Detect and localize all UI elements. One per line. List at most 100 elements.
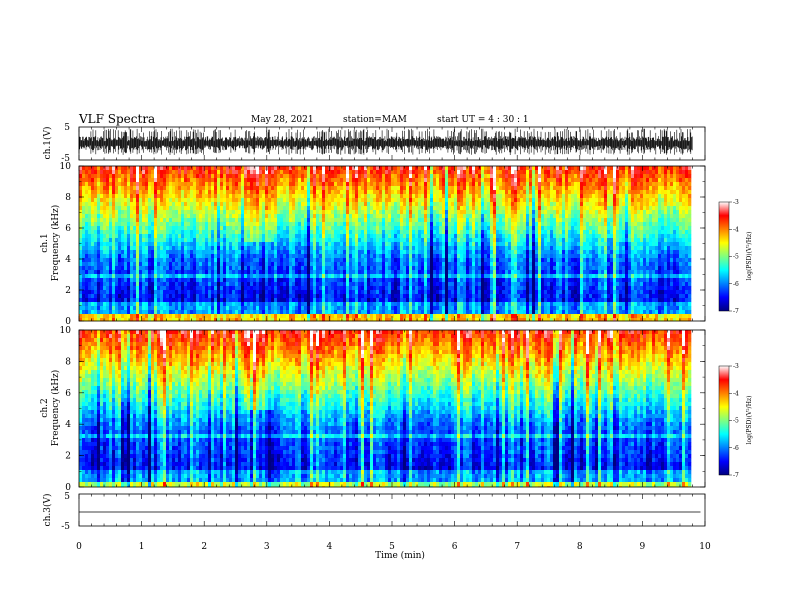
ch1-spectrogram-cell <box>448 238 452 243</box>
ch1-spectrogram-cell <box>217 270 221 275</box>
ch1-spectrogram-cell <box>118 206 122 211</box>
ch1-spectrogram-cell <box>262 214 266 219</box>
ch1-spectrogram-cell <box>382 226 386 231</box>
ch1-spectrogram-cell <box>217 202 221 207</box>
ch1-spectrogram-cell <box>361 270 365 275</box>
ch1-spectrogram-cell <box>343 258 347 263</box>
ch1-spectrogram-cell <box>181 198 185 203</box>
ch1-spectrogram-cell <box>160 274 164 279</box>
ch1-spectrogram-cell <box>379 286 383 291</box>
ch1-spectrogram-cell <box>394 174 398 179</box>
ch1-spectrogram-cell <box>385 226 389 231</box>
ch1-spectrogram-cell <box>139 262 143 267</box>
ch1-spectrogram-cell <box>289 202 293 207</box>
ch1-spectrogram-cell <box>130 254 134 259</box>
ch1-spectrogram-cell <box>211 226 215 231</box>
ch1-spectrogram-cell <box>277 186 281 191</box>
ch1-spectrogram-cell <box>451 230 455 235</box>
ch1-spectrogram-cell <box>421 222 425 227</box>
ch1-spectrogram-cell <box>145 230 149 235</box>
ch1-spectrogram-cell <box>94 174 98 179</box>
ch1-spectrogram-cell <box>172 282 176 287</box>
ch1-spectrogram-cell <box>325 218 329 223</box>
ch1-spectrogram-cell <box>103 210 107 215</box>
ch1-spectrogram-cell <box>244 286 248 291</box>
ch1-spectrogram-cell <box>283 206 287 211</box>
ch1-spectrogram-cell <box>211 310 215 315</box>
ch1-spectrogram-cell <box>178 258 182 263</box>
ch1-spectrogram-cell <box>184 266 188 271</box>
ch1-spectrogram-cell <box>301 206 305 211</box>
ch1-spectrogram-cell <box>376 210 380 215</box>
ch1-spectrogram-cell <box>289 182 293 187</box>
ch1-spectrogram-cell <box>238 198 242 203</box>
ch1-spectrogram-cell <box>196 202 200 207</box>
ch1-spectrogram-cell <box>250 262 254 267</box>
ch1-spectrogram-cell <box>199 174 203 179</box>
ch1-spectrogram-cell <box>337 230 341 235</box>
ch1-spectrogram-cell <box>109 262 113 267</box>
ch1-spectrogram-cell <box>169 234 173 239</box>
ch1-spectrogram-cell <box>337 190 341 195</box>
ch1-spectrogram-cell <box>352 318 356 322</box>
ch1-spectrogram-cell <box>139 214 143 219</box>
ch1-spectrogram-cell <box>337 242 341 247</box>
ch1-spectrogram-cell <box>280 234 284 239</box>
ch1-spectrogram-cell <box>214 238 218 243</box>
ch1-spectrogram-cell <box>244 314 248 319</box>
ch1-spectrogram-cell <box>271 274 275 279</box>
ch1-spectrogram-cell <box>217 182 221 187</box>
ch1-spectrogram-cell <box>79 238 83 243</box>
ch1-spectrogram-cell <box>199 278 203 283</box>
ch1-spectrogram-cell <box>370 210 374 215</box>
ch1-spectrogram-cell <box>118 262 122 267</box>
ch1-spectrogram-cell <box>79 214 83 219</box>
ch1-spectrogram-cell <box>388 266 392 271</box>
ch1-spectrogram-cell <box>151 246 155 251</box>
ch1-spectrogram-cell <box>319 194 323 199</box>
ch1-spectrogram-cell <box>166 278 170 283</box>
ch1-spectrogram-cell <box>433 270 437 275</box>
ch1-spectrogram-cell <box>259 202 263 207</box>
ch1-spectrogram-cell <box>319 226 323 231</box>
ch1-spectrogram-cell <box>187 186 191 191</box>
ch1-spectrogram-cell <box>244 302 248 307</box>
ch1-spectrogram-cell <box>361 214 365 219</box>
ch1-spectrogram-cell <box>328 214 332 219</box>
ch1-spectrogram-cell <box>424 254 428 259</box>
ch1-spectrogram-cell <box>178 242 182 247</box>
ch1-spectrogram-cell <box>229 190 233 195</box>
ch1-spectrogram-cell <box>364 262 368 267</box>
ch1-spectrogram-cell <box>85 210 89 215</box>
ch1-spectrogram-cell <box>277 278 281 283</box>
ch1-spectrogram-cell <box>250 238 254 243</box>
ch1-spectrogram-cell <box>253 206 257 211</box>
ch1-spectrogram-cell <box>328 262 332 267</box>
ch1-spectrogram-cell <box>304 230 308 235</box>
ch1-spectrogram-cell <box>391 270 395 275</box>
ch1-spectrogram-cell <box>274 314 278 319</box>
ch1-spectrogram-cell <box>181 282 185 287</box>
ch1-spectrogram-cell <box>439 166 443 171</box>
ch1-spectrogram-cell <box>397 206 401 211</box>
ch1-spectrogram-cell <box>430 274 434 279</box>
ch1-spectrogram-cell <box>115 226 119 231</box>
ch1-spectrogram-cell <box>178 214 182 219</box>
ch1-spectrogram-cell <box>202 258 206 263</box>
ch1-spectrogram-cell <box>226 174 230 179</box>
ch1-spectrogram-cell <box>388 214 392 219</box>
ch1-spectrogram-cell <box>181 194 185 199</box>
ch1-spectrogram-cell <box>175 254 179 259</box>
ch1-spectrogram-cell <box>148 266 152 271</box>
ch1-spectrogram-cell <box>418 206 422 211</box>
ch1-spectrogram-cell <box>286 210 290 215</box>
ch1-spectrogram-cell <box>355 166 359 171</box>
ch1-spectrogram-cell <box>202 310 206 315</box>
ch1-spectrogram-cell <box>316 290 320 295</box>
ch1-spectrogram-cell <box>88 290 92 295</box>
ch1-spectrogram-cell <box>250 290 254 295</box>
ch1-spectrogram-cell <box>145 238 149 243</box>
ch1-spectrogram-cell <box>223 246 227 251</box>
ch1-spectrogram-cell <box>151 258 155 263</box>
ch1-spectrogram-cell <box>154 234 158 239</box>
